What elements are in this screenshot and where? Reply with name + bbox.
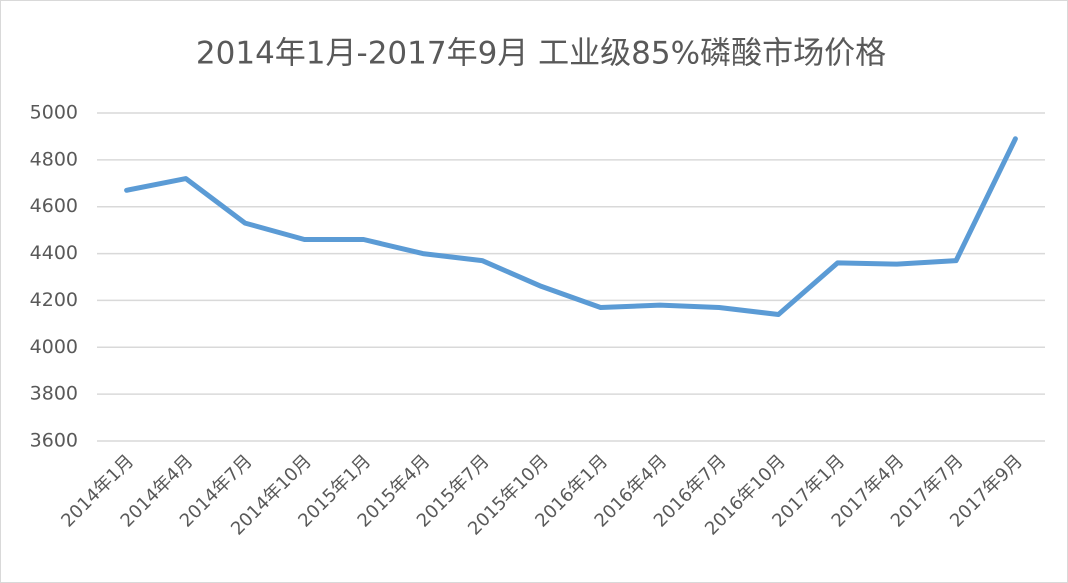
- chart-title: 2014年1月-2017年9月 工业级85%磷酸市场价格: [196, 36, 886, 72]
- y-tick-label: 4200: [30, 289, 78, 311]
- y-tick-label: 4000: [30, 336, 78, 358]
- y-tick-label: 4400: [30, 242, 78, 264]
- y-tick-label: 3800: [30, 383, 78, 405]
- y-tick-label: 4800: [30, 148, 78, 170]
- y-tick-label: 5000: [30, 102, 78, 124]
- y-tick-label: 4600: [30, 195, 78, 217]
- data-line: [124, 136, 1018, 317]
- y-tick-label: 3600: [30, 430, 78, 452]
